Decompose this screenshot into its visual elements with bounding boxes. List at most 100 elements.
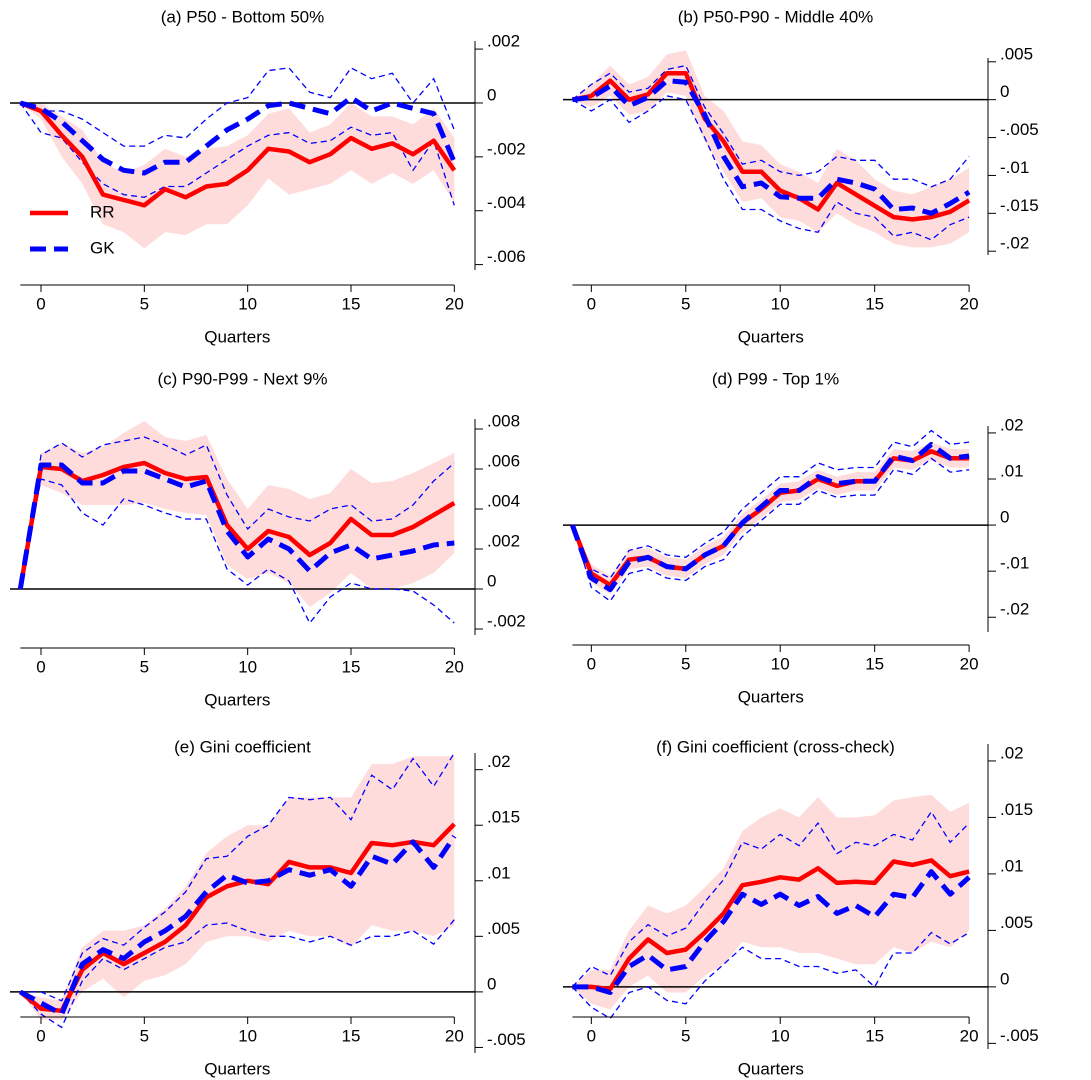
x-tick-label: 20 (960, 294, 979, 313)
x-tick-label: 5 (140, 657, 149, 676)
y-tick-label: -.015 (1000, 196, 1039, 215)
x-tick-label: 0 (36, 294, 45, 313)
x-tick-label: 15 (865, 1026, 884, 1045)
y-tick-label: .008 (487, 411, 520, 430)
x-tick-label: 15 (342, 1026, 361, 1045)
series-line (19, 100, 457, 208)
y-tick-label: .015 (487, 808, 520, 827)
ci-line (20, 67, 455, 147)
y-tick-label: -.005 (487, 1030, 526, 1049)
y-tick-label: -.01 (1000, 554, 1029, 573)
x-axis-label: Quarters (204, 1059, 270, 1078)
y-tick-label: -.006 (487, 247, 526, 266)
confidence-band (572, 50, 970, 248)
x-tick-label: 15 (342, 294, 361, 313)
ci-line (571, 931, 970, 1020)
series-line (18, 460, 456, 590)
panel: (b) P50-P90 - Middle 40% .005 0 -.005 -.01 -.… (563, 7, 1039, 346)
ci-line (19, 478, 455, 625)
y-tick-label: 0 (1000, 82, 1009, 101)
y-tick-label: .005 (1000, 913, 1033, 932)
x-tick-label: 10 (771, 1026, 790, 1045)
ci-line (571, 810, 970, 988)
x-tick-label: 20 (960, 654, 979, 673)
confidence-band (20, 756, 455, 1020)
y-tick-label: .006 (487, 451, 520, 470)
y-tick-label: .002 (487, 32, 520, 51)
x-tick-label: 20 (960, 1026, 979, 1045)
panel: (f) Gini coefficient (cross-check) .02 .01… (563, 737, 1039, 1078)
series-line (17, 462, 455, 590)
y-tick-label: 0 (1000, 969, 1009, 988)
ci-line (571, 429, 970, 579)
ci-line (572, 95, 970, 241)
y-tick-label: -.005 (1000, 120, 1039, 139)
x-tick-label: 20 (445, 1026, 464, 1045)
x-tick-label: 15 (342, 657, 361, 676)
panel-title: (f) Gini coefficient (cross-check) (656, 737, 895, 756)
y-tick-label: .02 (1000, 415, 1024, 434)
x-tick-label: 10 (238, 1026, 257, 1045)
y-tick-label: .01 (487, 863, 511, 882)
x-axis-label: Quarters (738, 687, 804, 706)
y-tick-label: -.002 (487, 611, 526, 630)
ci-line (571, 64, 970, 188)
y-tick-label: .005 (1000, 44, 1033, 63)
x-tick-label: 0 (587, 294, 596, 313)
x-tick-label: 0 (587, 654, 596, 673)
series-line (19, 95, 457, 176)
x-tick-label: 20 (445, 657, 464, 676)
series-line (572, 869, 971, 995)
x-tick-label: 5 (681, 294, 690, 313)
x-axis-label: Quarters (738, 327, 804, 346)
panel-title: (b) P50-P90 - Middle 40% (678, 7, 874, 26)
x-axis-label: Quarters (738, 1059, 804, 1078)
x-tick-label: 10 (771, 294, 790, 313)
series-line (18, 822, 456, 1014)
x-tick-label: 5 (681, 1026, 690, 1045)
x-axis-label: Quarters (204, 327, 270, 346)
confidence-band (572, 442, 970, 595)
confidence-band (20, 421, 455, 607)
series-line (570, 441, 970, 593)
x-tick-label: 20 (445, 294, 464, 313)
y-tick-label: -.02 (1000, 234, 1029, 253)
x-tick-label: 10 (238, 657, 257, 676)
series-line (571, 70, 971, 222)
y-tick-label: .004 (487, 491, 520, 510)
x-tick-label: 10 (771, 654, 790, 673)
y-tick-label: .02 (1000, 743, 1024, 762)
series-line (572, 78, 971, 216)
x-tick-label: 5 (681, 654, 690, 673)
panel: (c) P90-P99 - Next 9% .008 .006 .004 .002 0 -.… (10, 369, 526, 709)
legend-label: GK (90, 238, 115, 257)
x-tick-label: 15 (865, 294, 884, 313)
y-tick-label: .01 (1000, 856, 1024, 875)
x-tick-label: 5 (140, 1026, 149, 1045)
y-tick-label: .01 (1000, 461, 1024, 480)
panel: (d) P99 - Top 1% .02 .01 0 -.01 -.02 0 5 10 15 20 Q… (563, 369, 1029, 706)
ci-line (20, 752, 455, 1002)
x-tick-label: 0 (36, 657, 45, 676)
panel-title: (c) P90-P99 - Next 9% (157, 369, 327, 388)
y-tick-label: 0 (487, 85, 496, 104)
series-line (572, 858, 970, 992)
y-tick-label: .02 (487, 752, 511, 771)
confidence-band (572, 794, 970, 1010)
x-axis-label: Quarters (204, 690, 270, 709)
y-tick-label: .005 (487, 919, 520, 938)
y-tick-label: .002 (487, 531, 520, 550)
panel-title: (d) P99 - Top 1% (712, 369, 839, 388)
x-tick-label: 5 (140, 294, 149, 313)
panel: (a) P50 - Bottom 50% .002 0 -.002 -.004 -.006… (10, 7, 526, 346)
x-tick-label: 0 (587, 1026, 596, 1045)
y-tick-label: -.01 (1000, 158, 1029, 177)
panel: (e) Gini coefficient .02 .015 .01 .005 0 -.005… (10, 737, 526, 1078)
ci-line (19, 436, 455, 590)
y-tick-label: -.004 (487, 193, 526, 212)
y-tick-label: -.02 (1000, 600, 1029, 619)
y-tick-label: 0 (1000, 508, 1009, 527)
y-tick-label: .015 (1000, 800, 1033, 819)
y-tick-label: 0 (487, 571, 496, 590)
